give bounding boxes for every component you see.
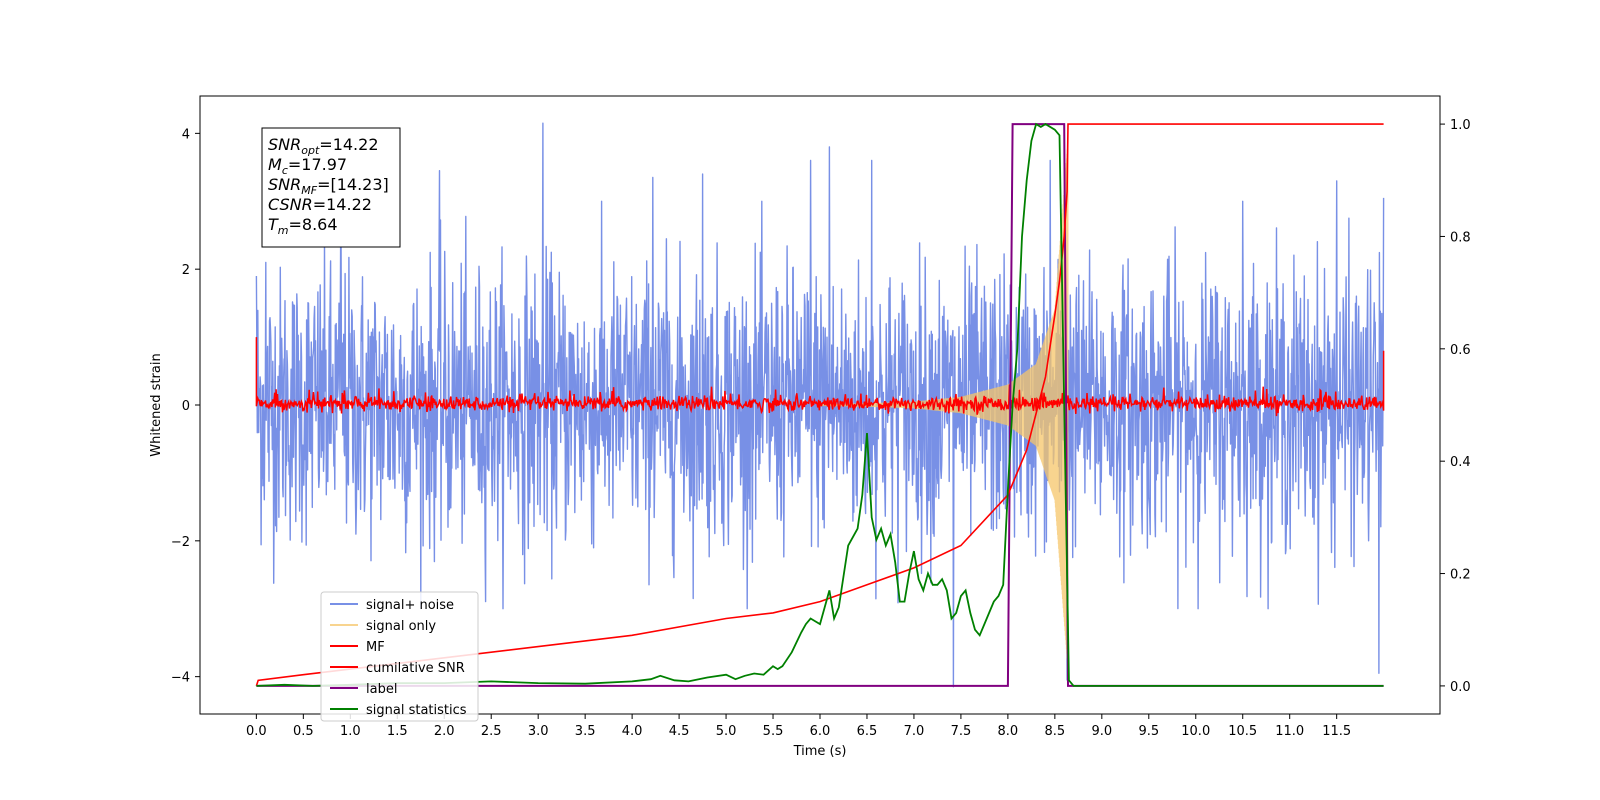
annotation-frame xyxy=(261,127,401,248)
plot-area xyxy=(255,122,1385,688)
x-tick-label: 11.0 xyxy=(1275,724,1304,739)
x-tick-label: 11.5 xyxy=(1322,724,1351,739)
x-tick-label: 3.5 xyxy=(575,724,596,739)
signal-statistics-series xyxy=(256,122,1384,687)
mf-line xyxy=(255,337,1385,417)
y2-tick-label: 0.8 xyxy=(1450,230,1471,245)
annotation-line: CSNR=14.22 xyxy=(268,195,372,214)
x-tick-label: 10.0 xyxy=(1181,724,1210,739)
x-tick-label: 9.0 xyxy=(1091,724,1112,739)
legend-label: signal only xyxy=(366,619,436,634)
y-tick-label: 0 xyxy=(182,399,190,414)
y2-tick-label: 0.6 xyxy=(1450,343,1471,358)
stats-annotation-box: SNRopt=14.22Mc=17.97SNRMF=[14.23]CSNR=14… xyxy=(261,127,401,248)
annotation-line: SNRopt=14.22 xyxy=(268,135,379,157)
x-tick-label: 5.5 xyxy=(763,724,784,739)
y2-tick-label: 0.2 xyxy=(1450,568,1471,583)
signal-statistics-line xyxy=(256,122,1384,687)
x-tick-label: 1.5 xyxy=(387,724,408,739)
legend: signal+ noise signal only MF cumilative SNR… xyxy=(320,591,479,722)
x-axis-ticks: 0.0 0.5 1.0 1.5 2.0 2.5 3.0 3.5 4.0 4.5 5.0 5.5 6.0 6… xyxy=(246,714,1351,739)
legend-label: signal+ noise xyxy=(366,598,454,613)
annotation-line: Tm=8.64 xyxy=(268,215,338,237)
legend-label: MF xyxy=(366,640,385,655)
y2-tick-label: 1.0 xyxy=(1450,118,1471,133)
legend-label: signal statistics xyxy=(366,703,467,718)
x-tick-label: 1.0 xyxy=(340,724,361,739)
y-tick-label: 4 xyxy=(182,127,190,142)
x-tick-label: 5.0 xyxy=(716,724,737,739)
x-tick-label: 3.0 xyxy=(528,724,549,739)
x-tick-label: 6.0 xyxy=(810,724,831,739)
y-tick-label: 2 xyxy=(182,263,190,278)
legend-label: cumilative SNR xyxy=(366,661,465,676)
x-tick-label: 8.5 xyxy=(1045,724,1066,739)
mf-series xyxy=(255,337,1385,417)
x-tick-label: 9.5 xyxy=(1138,724,1159,739)
x-tick-label: 6.5 xyxy=(857,724,878,739)
x-tick-label: 0.5 xyxy=(293,724,314,739)
y2-axis-ticks: 0.0 0.2 0.4 0.6 0.8 1.0 xyxy=(1440,118,1471,695)
y-axis-title: Whitened strain xyxy=(149,353,164,456)
legend-frame xyxy=(320,591,479,722)
x-tick-label: 2.5 xyxy=(481,724,502,739)
y2-tick-label: 0.4 xyxy=(1450,455,1471,470)
x-tick-label: 7.0 xyxy=(904,724,925,739)
legend-label: label xyxy=(366,682,397,697)
annotation-line: Mc=17.97 xyxy=(268,155,347,177)
x-tick-label: 4.0 xyxy=(622,724,643,739)
x-tick-label: 4.5 xyxy=(669,724,690,739)
x-tick-label: 2.0 xyxy=(434,724,455,739)
annotation-line: SNRMF=[14.23] xyxy=(268,175,389,197)
x-axis-title: Time (s) xyxy=(793,744,847,759)
y2-tick-label: 0.0 xyxy=(1450,680,1471,695)
x-tick-label: 8.0 xyxy=(998,724,1019,739)
y-tick-label: −2 xyxy=(171,535,190,550)
x-tick-label: 10.5 xyxy=(1228,724,1257,739)
y-tick-label: −4 xyxy=(171,671,190,686)
y-axis-ticks: −4 −2 0 2 4 xyxy=(171,127,200,686)
x-tick-label: 7.5 xyxy=(951,724,972,739)
x-tick-label: 0.0 xyxy=(246,724,267,739)
